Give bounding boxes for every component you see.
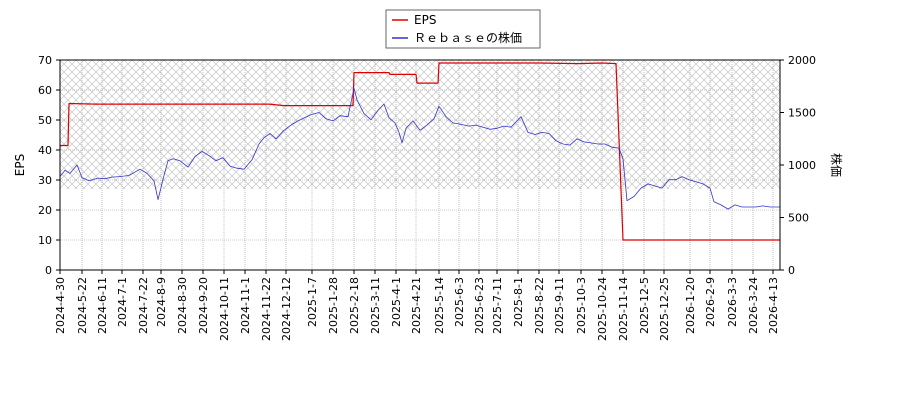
x-tick-label: 2024-4-30	[54, 277, 67, 334]
left-tick-label: 0	[45, 264, 52, 277]
legend-label: EPS	[414, 13, 436, 27]
x-tick-label: 2025-8-22	[533, 277, 546, 334]
x-tick-label: 2025-1-28	[327, 277, 340, 334]
left-tick-label: 20	[38, 204, 52, 217]
x-tick-label: 2025-12-25	[658, 277, 671, 341]
right-tick-label: 0	[788, 264, 795, 277]
eps-line	[60, 62, 780, 241]
x-tick-label: 2025-11-14	[617, 277, 630, 341]
x-tick-label: 2024-11-22	[260, 277, 273, 341]
plot-frame	[59, 59, 781, 271]
x-tick-label: 2025-3-11	[369, 277, 382, 334]
x-tick-label: 2025-2-18	[348, 277, 361, 334]
x-tick-label: 2025-8-1	[512, 277, 525, 327]
x-tick-label: 2025-6-3	[453, 277, 466, 327]
left-tick-label: 60	[38, 84, 52, 97]
right-tick-label: 1000	[788, 159, 816, 172]
left-tick-label: 50	[38, 114, 52, 127]
legend-box	[385, 9, 541, 49]
left-axis-title: EPS	[13, 154, 27, 176]
left-tick-label: 40	[38, 144, 52, 157]
x-tick-label: 2024-7-1	[116, 277, 129, 327]
x-tick-label: 2024-5-22	[76, 277, 89, 334]
x-tick-label: 2024-6-11	[96, 277, 109, 334]
right-tick-label: 1500	[788, 107, 816, 120]
x-tick-label: 2026-3-24	[747, 277, 760, 334]
x-tick-label: 2025-9-11	[553, 277, 566, 334]
x-tick-label: 2025-4-21	[410, 277, 423, 334]
x-tick-label: 2025-10-24	[596, 277, 609, 341]
right-axis-title: 株価	[829, 153, 844, 177]
x-tick-label: 2024-7-22	[137, 277, 150, 334]
stock-price-line	[60, 87, 780, 210]
x-tick-label: 2024-12-12	[280, 277, 293, 341]
shaded-band	[60, 60, 780, 189]
x-tick-label: 2025-6-23	[473, 277, 486, 334]
left-tick-label: 10	[38, 234, 52, 247]
x-tick-label: 2025-7-11	[491, 277, 504, 334]
x-tick-label: 2025-12-5	[638, 277, 651, 334]
x-tick-label: 2025-4-1	[390, 277, 403, 327]
x-tick-label: 2024-11-1	[239, 277, 252, 334]
left-tick-label: 70	[38, 54, 52, 67]
x-tick-label: 2026-4-13	[767, 277, 780, 334]
x-tick-label: 2026-1-20	[684, 277, 697, 334]
right-tick-label: 2000	[788, 54, 816, 67]
x-tick-label: 2024-8-30	[176, 277, 189, 334]
x-tick-label: 2026-2-9	[704, 277, 717, 327]
x-tick-label: 2025-1-7	[306, 277, 319, 327]
x-tick-label: 2025-5-14	[433, 277, 446, 334]
x-tick-label: 2024-8-9	[155, 277, 168, 327]
x-tick-label: 2026-3-3	[726, 277, 739, 327]
right-tick-label: 500	[788, 212, 809, 225]
x-tick-label: 2024-10-11	[218, 277, 231, 341]
legend-label: Ｒｅｂａｓｅの株価	[414, 30, 522, 45]
x-tick-label: 2025-10-3	[575, 277, 588, 334]
x-tick-label: 2024-9-20	[197, 277, 210, 334]
left-tick-label: 30	[38, 174, 52, 187]
